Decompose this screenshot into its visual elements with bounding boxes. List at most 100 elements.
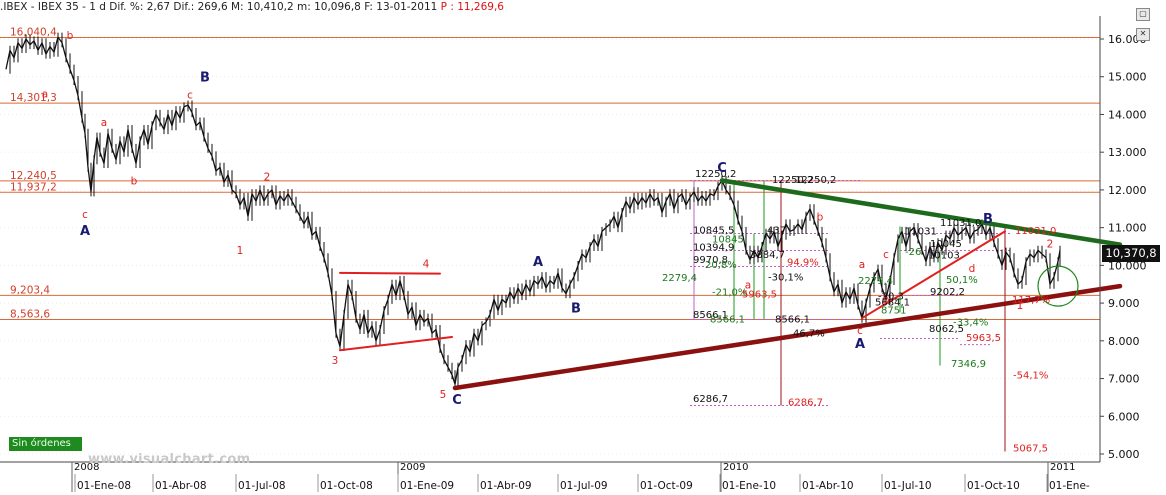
annotation-label: 11031,0 [1015,226,1056,237]
symbol-info: .IBEX - IBEX 35 - 1 d Dif. %: 2,67 Dif.:… [0,1,438,13]
annotation-label: 12250,2 [772,175,813,186]
level-label: 12,240,5 [10,170,57,182]
wave-label: d [969,263,976,275]
annotation-label: 2279,4 [662,273,697,284]
y-axis: 16.00015.00014.00013.00012.00011.00010.0… [1099,16,1147,462]
annotation-label: 9970,8 [693,255,728,266]
annotation-label: 6286,7 [788,398,823,409]
wave-label: a [101,117,107,129]
annotation-label: 8566,1 [710,315,745,326]
wave-label: a [745,279,751,291]
x-tick-label: 01-Jul-09 [560,480,608,492]
annotation-label: 5684,1 [875,298,910,309]
wave-label: b [131,175,138,187]
price-label: P : 11,269,6 [440,1,504,13]
annotation-label: 10045 [930,239,962,250]
horizontal-levels[interactable]: 16,040,4 14,301,3 12,240,511,937,2 9,203,4 8… [0,26,1100,321]
watermark: www.visualchart.com [88,452,251,467]
annotation-label: -30,1% [768,272,803,283]
x-tick-label: 01-Oct-08 [320,480,373,492]
annotation-label: 94,9% [787,258,819,269]
x-tick-label: 01-Jul-10 [884,480,932,492]
y-tick-label: 8.000 [1108,335,1140,348]
window-controls: ▢ ✕ [1136,1,1164,41]
level-label: 16,040,4 [10,26,57,38]
current-price-badge: 10,370,8 [1102,245,1160,262]
level-label: 8,563,6 [10,309,50,321]
no-orders-badge[interactable]: Sin órdenes [9,437,82,451]
wave-label: 4 [423,258,430,270]
annotation-label: 10845 [712,235,744,246]
wave-label: b [883,294,890,306]
year-label: 2011 [1050,462,1075,473]
level-label: 11,937,2 [10,181,57,193]
y-tick-label: 15.000 [1108,71,1147,84]
wave-label: 1 [1017,300,1024,312]
wave-label: c [82,209,88,221]
y-tick-label: 13.000 [1108,146,1147,159]
wave-label: C [717,161,727,176]
annotation-label: 50,1% [946,275,978,286]
annotation-label: 117,7% [1012,295,1050,306]
wave-label: 5 [440,389,447,401]
annotation-label: 8062,5 [929,324,964,335]
wave-label: A [533,255,543,270]
annotation-label: 11031 [905,226,937,237]
close-icon[interactable]: ✕ [1136,28,1150,41]
trendline-wedge [861,230,1006,320]
wave-label: c [857,325,863,337]
wave-label: B [200,71,210,86]
annotation-label: 8566,1 [693,310,728,321]
y-tick-label: 7.000 [1108,373,1140,386]
year-label: 2009 [400,462,425,473]
annotation-label: -33,4% [953,318,988,329]
annotation-label: 12250,2 [695,169,736,180]
wave-label: 3 [332,355,339,367]
x-tick-label: 01-Ene-10 [722,480,776,492]
annotation-label: 5963,5 [742,289,777,300]
annotation-label: 8751 [881,305,906,316]
wave-label: c [883,249,889,261]
annotation-label: -54,1% [1013,371,1048,382]
annotation-label: 10845,5 [693,225,734,236]
x-tick-label: 01-Ene- [1049,480,1090,492]
trendline-support [452,283,1123,391]
price-series [5,32,1061,389]
restore-icon[interactable]: ▢ [1136,8,1150,21]
annotation-label: 3884,7 [750,250,785,261]
annotation-label: 20,8% [705,260,737,271]
y-tick-label: 9.000 [1108,297,1140,310]
annotation-label: 437 [767,226,786,237]
annotation-label: 2279,4 [858,276,893,287]
year-label: 2010 [723,462,748,473]
wave-label: B [571,302,581,317]
wave-label: c [187,90,193,102]
year-label: 2008 [74,462,99,473]
annotation-label: 5067,5 [1013,443,1048,454]
y-tick-label: 14.000 [1108,108,1147,121]
annotation-label: 12250,2 [795,175,836,186]
level-label: 9,203,4 [10,284,50,296]
x-tick-label: 01-Abr-10 [802,480,854,492]
x-tick-label: 01-Oct-10 [967,480,1020,492]
wave-label: b [817,211,824,223]
annotation-label: 10103 [928,251,960,262]
wave-label: 1 [237,245,244,257]
annotation-label: 6286,7 [693,394,728,405]
x-tick-label: 01-Jul-08 [238,480,286,492]
level-label: 14,301,3 [10,92,57,104]
wave-label: C [452,393,462,408]
x-tick-label: 01-Ene-09 [400,480,454,492]
highlight-circle [1037,265,1079,307]
wave-label: A [855,337,865,352]
trendline-resistance [719,178,1123,247]
annotation-label: 7346,9 [951,359,986,370]
trendlines[interactable] [339,178,1123,391]
trendline-triangle-top [339,271,441,275]
y-tick-label: 12.000 [1108,184,1147,197]
x-tick-label: 01-Abr-08 [155,480,207,492]
y-tick-label: 11.000 [1108,222,1147,235]
